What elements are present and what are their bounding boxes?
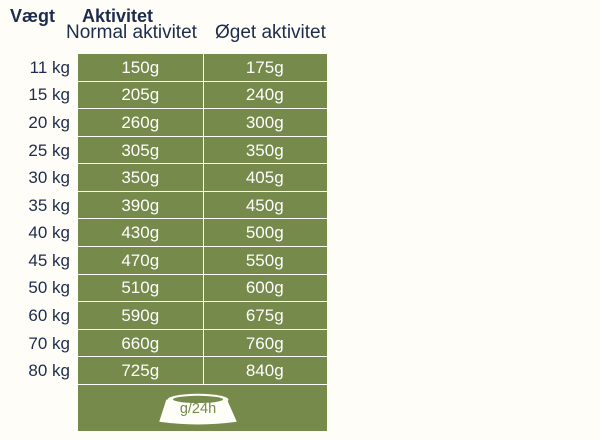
svg-text:g/24h: g/24h	[180, 401, 216, 417]
